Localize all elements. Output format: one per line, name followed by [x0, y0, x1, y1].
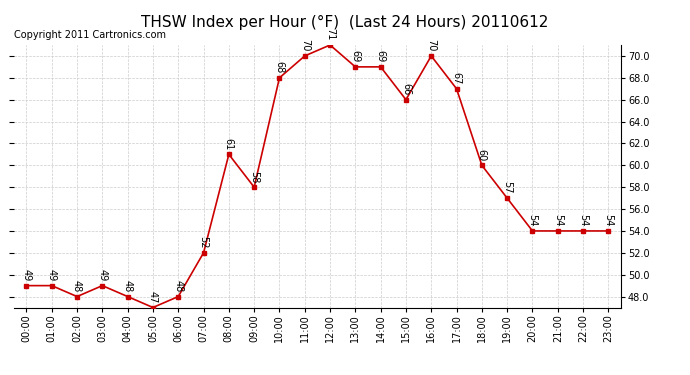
- Text: 57: 57: [502, 182, 512, 194]
- Text: 49: 49: [21, 269, 32, 282]
- Text: 70: 70: [426, 39, 436, 52]
- Text: THSW Index per Hour (°F)  (Last 24 Hours) 20110612: THSW Index per Hour (°F) (Last 24 Hours)…: [141, 15, 549, 30]
- Text: 54: 54: [527, 214, 538, 227]
- Text: 52: 52: [199, 236, 208, 249]
- Text: 70: 70: [299, 39, 310, 52]
- Text: 54: 54: [553, 214, 563, 227]
- Text: 67: 67: [451, 72, 462, 85]
- Text: 69: 69: [351, 51, 360, 63]
- Text: 66: 66: [401, 83, 411, 96]
- Text: 61: 61: [224, 138, 234, 150]
- Text: 54: 54: [578, 214, 588, 227]
- Text: 69: 69: [375, 51, 386, 63]
- Text: 58: 58: [249, 171, 259, 183]
- Text: Copyright 2011 Cartronics.com: Copyright 2011 Cartronics.com: [14, 30, 166, 40]
- Text: 71: 71: [325, 28, 335, 41]
- Text: 49: 49: [47, 269, 57, 282]
- Text: 54: 54: [603, 214, 613, 227]
- Text: 48: 48: [173, 280, 184, 292]
- Text: 48: 48: [72, 280, 82, 292]
- Text: 68: 68: [275, 62, 284, 74]
- Text: 60: 60: [477, 149, 487, 161]
- Text: 49: 49: [97, 269, 108, 282]
- Text: 47: 47: [148, 291, 158, 303]
- Text: 48: 48: [123, 280, 132, 292]
